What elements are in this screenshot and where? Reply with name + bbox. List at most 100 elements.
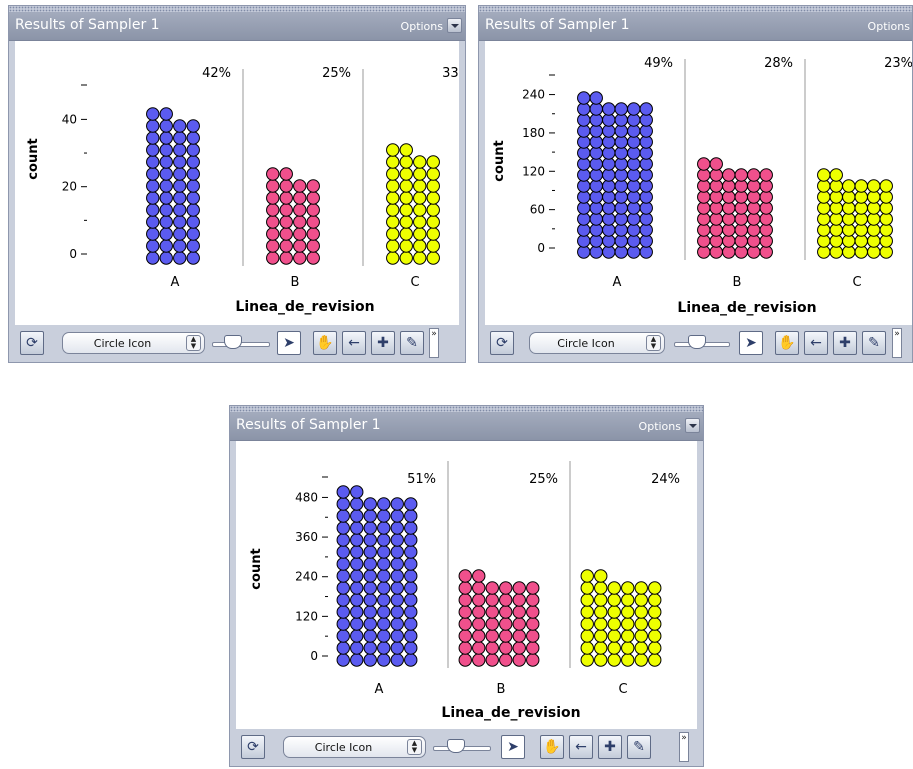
icon-type-select[interactable]: Circle Icon ▲ ▼ [62,332,205,354]
slider-thumb[interactable] [447,739,465,753]
dot-icon [526,653,540,667]
dot-icon [377,593,391,607]
options-label[interactable]: Options [867,20,910,33]
bar-a [146,107,200,265]
dot-icon [413,251,427,265]
dot-icon [279,179,293,193]
pencil-tool-button[interactable]: ✎ [627,735,651,759]
dot-icon [159,251,173,265]
options-label[interactable]: Options [400,20,443,33]
refresh-button[interactable]: ⟳ [241,735,265,759]
dot-icon [336,545,350,559]
dot-icon [485,605,499,619]
select-spinner-icon[interactable]: ▲ ▼ [186,335,201,351]
dot-icon [386,155,400,169]
options-label[interactable]: Options [638,420,681,433]
dot-icon [159,191,173,205]
dot-icon [336,557,350,571]
dot-icon [577,91,591,105]
dot-icon [390,521,404,535]
dot-icon [399,227,413,241]
add-tool-button[interactable]: ✚ [371,331,395,355]
options-dropdown-icon[interactable] [685,418,700,433]
grab-tool-button[interactable]: ✋ [540,735,564,759]
dot-icon [390,557,404,571]
more-tools-button[interactable]: » [892,328,902,358]
add-tool-button[interactable]: ✚ [598,735,622,759]
dot-icon [186,143,200,157]
dot-icon [580,593,594,607]
dot-icon [279,227,293,241]
dot-icon [399,191,413,205]
dot-icon [159,203,173,217]
dot-icon [485,617,499,631]
dot-icon [634,629,648,643]
more-tools-button[interactable]: » [429,328,439,358]
bar-a [577,91,653,259]
slider-thumb[interactable] [224,335,242,349]
dot-icon [485,593,499,607]
move-tool-button[interactable]: ← [342,331,366,355]
icon-size-slider[interactable] [674,335,730,351]
dot-icon [399,239,413,253]
drag-grip[interactable] [9,6,465,12]
more-tools-button[interactable]: » [679,732,689,762]
y-tick-label: 120 [522,164,545,178]
icon-type-select[interactable]: Circle Icon ▲ ▼ [529,332,665,354]
dot-icon [404,509,418,523]
dot-icon [386,179,400,193]
grab-tool-button[interactable]: ✋ [313,331,337,355]
dot-icon [173,191,187,205]
refresh-button[interactable]: ⟳ [20,331,44,355]
select-spinner-icon[interactable]: ▲ ▼ [646,335,661,351]
dot-icon [336,569,350,583]
dot-icon [526,605,540,619]
dot-icon [390,581,404,595]
pointer-tool-button[interactable]: ➤ [501,735,525,759]
dot-icon [594,629,608,643]
pointer-tool-button[interactable]: ➤ [739,331,763,355]
dot-icon [458,629,472,643]
title-bar[interactable]: Results of Sampler 1 Options [479,12,912,41]
dot-icon [413,203,427,217]
dot-icon [399,203,413,217]
refresh-button[interactable]: ⟳ [490,331,514,355]
pencil-tool-button[interactable]: ✎ [400,331,424,355]
add-tool-button[interactable]: ✚ [833,331,857,355]
grab-tool-button[interactable]: ✋ [775,331,799,355]
options-dropdown-icon[interactable] [447,18,462,33]
move-tool-button[interactable]: ← [569,735,593,759]
pointer-tool-button[interactable]: ➤ [277,331,301,355]
dot-icon [621,641,635,655]
dot-icon [472,605,486,619]
title-bar[interactable]: Results of Sampler 1 Options [230,412,703,441]
icon-type-select[interactable]: Circle Icon ▲ ▼ [283,736,426,758]
dot-icon [279,251,293,265]
dot-icon [594,653,608,667]
title-bar[interactable]: Results of Sampler 1 Options [9,12,465,41]
drag-grip[interactable] [479,6,912,12]
dot-icon [159,155,173,169]
chart-svg: 0 20 40 count 42% A 25% B 33% C Linea_de_revision [26,66,459,315]
percent-label: 28% [764,56,793,71]
dot-icon [266,227,280,241]
dot-icon [697,157,711,171]
y-tick-label: 0 [69,247,77,261]
pencil-tool-button[interactable]: ✎ [862,331,886,355]
dot-icon [279,167,293,181]
dot-icon [146,143,160,157]
y-tick-label: 480 [295,490,318,504]
select-spinner-icon[interactable]: ▲ ▼ [407,739,422,755]
icon-size-slider[interactable] [212,335,270,351]
icon-size-slider[interactable] [433,739,491,755]
move-tool-button[interactable]: ← [804,331,828,355]
dot-icon [426,179,440,193]
dot-icon [512,629,526,643]
slider-thumb[interactable] [688,335,706,349]
drag-grip[interactable] [230,406,703,412]
dot-icon [472,569,486,583]
dot-icon [377,557,391,571]
dot-icon [404,569,418,583]
dot-icon [817,168,831,182]
dot-icon [842,179,856,193]
